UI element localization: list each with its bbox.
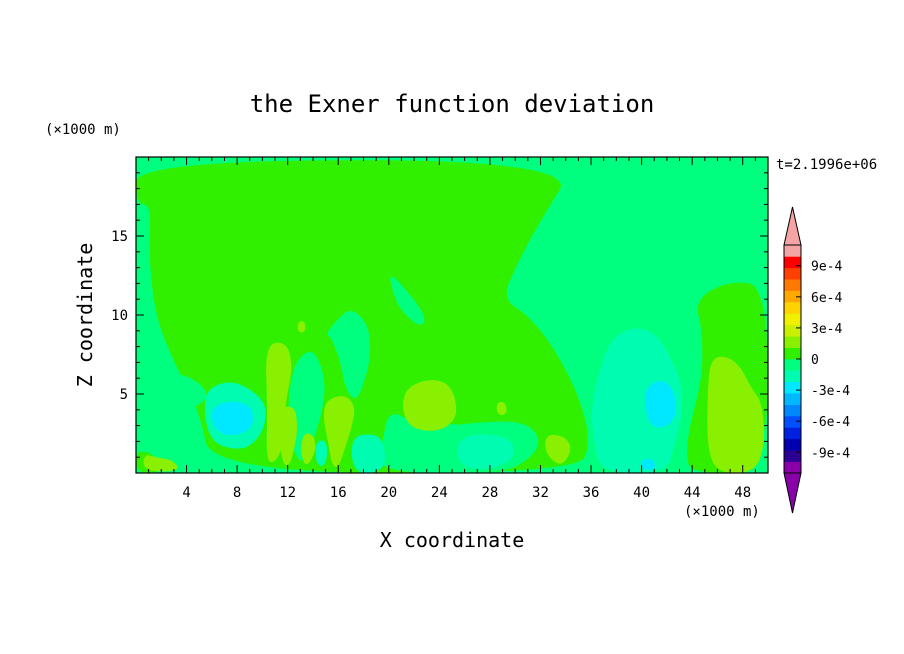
colorbar-segment — [784, 393, 801, 405]
contour-region-25 — [211, 401, 253, 436]
y-axis: 5 10 15 — [111, 172, 768, 458]
contour-region-13 — [301, 433, 316, 465]
colorbar-segment — [784, 461, 801, 474]
y-tick-label: 10 — [111, 308, 128, 324]
y-axis-unit: (×1000 m) — [45, 122, 121, 138]
colorbar-segment — [784, 359, 801, 371]
contour-region-12 — [279, 406, 298, 466]
x-tick-label: 12 — [279, 485, 296, 501]
colorbar-segment — [784, 245, 801, 257]
colorbar: 9e-4 6e-4 3e-4 0 -3e-4 -6e-4 -9e-4 — [783, 206, 850, 514]
colorbar-segment — [784, 416, 801, 428]
x-tick-label: 44 — [684, 485, 701, 501]
contour-region-18 — [297, 321, 306, 333]
x-axis-unit: (×1000 m) — [684, 504, 760, 520]
colorbar-tick-label: 9e-4 — [811, 260, 842, 275]
colorbar-segment — [784, 302, 801, 314]
colorbar-segment — [784, 324, 801, 337]
colorbar-segment — [784, 438, 801, 451]
x-axis: 4 8 12 16 20 24 28 32 36 40 44 48 — [148, 157, 756, 501]
x-tick-label: 48 — [734, 485, 751, 501]
x-tick-label: 32 — [532, 485, 549, 501]
x-tick-label: 40 — [633, 485, 650, 501]
contour-region-24 — [644, 380, 676, 428]
contour-region-11 — [323, 396, 355, 467]
colorbar-segment — [784, 404, 801, 417]
contour-region-21 — [457, 434, 515, 470]
contour-region-4 — [327, 311, 371, 398]
chart-title: the Exner function deviation — [250, 90, 655, 118]
colorbar-segment — [784, 290, 801, 303]
colorbar-segment — [784, 381, 801, 394]
colorbar-segment — [784, 347, 801, 360]
colorbar-tick-label: 6e-4 — [811, 291, 842, 306]
contour-region-22 — [351, 434, 385, 473]
contour-region-19 — [591, 328, 682, 473]
y-axis-label: Z coordinate — [73, 243, 97, 388]
colorbar-segment — [784, 450, 801, 462]
colorbar-tick-label: -9e-4 — [811, 446, 850, 461]
colorbar-segment — [784, 279, 801, 291]
x-tick-label: 16 — [330, 485, 347, 501]
colorbar-tick-label: 3e-4 — [811, 322, 842, 337]
contour-region-6 — [139, 428, 148, 453]
contour-region-15 — [545, 434, 571, 464]
colorbar-tick-label: 0 — [811, 353, 819, 368]
colorbar-segment — [784, 427, 801, 440]
contour-region-17 — [496, 401, 507, 416]
contour-field — [136, 160, 768, 473]
colorbar-segment — [784, 336, 801, 348]
x-tick-label: 36 — [583, 485, 600, 501]
colorbar-under-triangle — [783, 472, 802, 514]
contour-region-16 — [143, 455, 178, 472]
time-label: t=2.1996e+06 — [776, 157, 877, 173]
colorbar-tick-label: -6e-4 — [811, 415, 850, 430]
x-tick-label: 4 — [182, 485, 190, 501]
colorbar-segment — [784, 313, 801, 326]
contour-region-3 — [390, 276, 425, 325]
x-axis-label: X coordinate — [380, 528, 525, 552]
y-tick-label: 5 — [120, 387, 128, 403]
contour-region-7 — [288, 351, 325, 461]
contour-region-10 — [403, 380, 457, 431]
x-tick-label: 28 — [481, 485, 498, 501]
contour-region-5 — [142, 371, 207, 410]
y-tick-label: 15 — [111, 229, 128, 245]
contour-region-9 — [266, 342, 292, 463]
contour-region-26 — [641, 458, 655, 470]
x-tick-label: 8 — [233, 485, 241, 501]
contour-region-14 — [707, 356, 765, 473]
colorbar-tick-label: -3e-4 — [811, 384, 850, 399]
colorbar-segment — [784, 267, 801, 280]
colorbar-segment — [784, 256, 801, 269]
x-tick-label: 20 — [380, 485, 397, 501]
x-tick-label: 24 — [431, 485, 448, 501]
contour-region-23 — [315, 440, 328, 467]
colorbar-segment — [784, 370, 801, 383]
colorbar-over-triangle — [783, 206, 802, 246]
